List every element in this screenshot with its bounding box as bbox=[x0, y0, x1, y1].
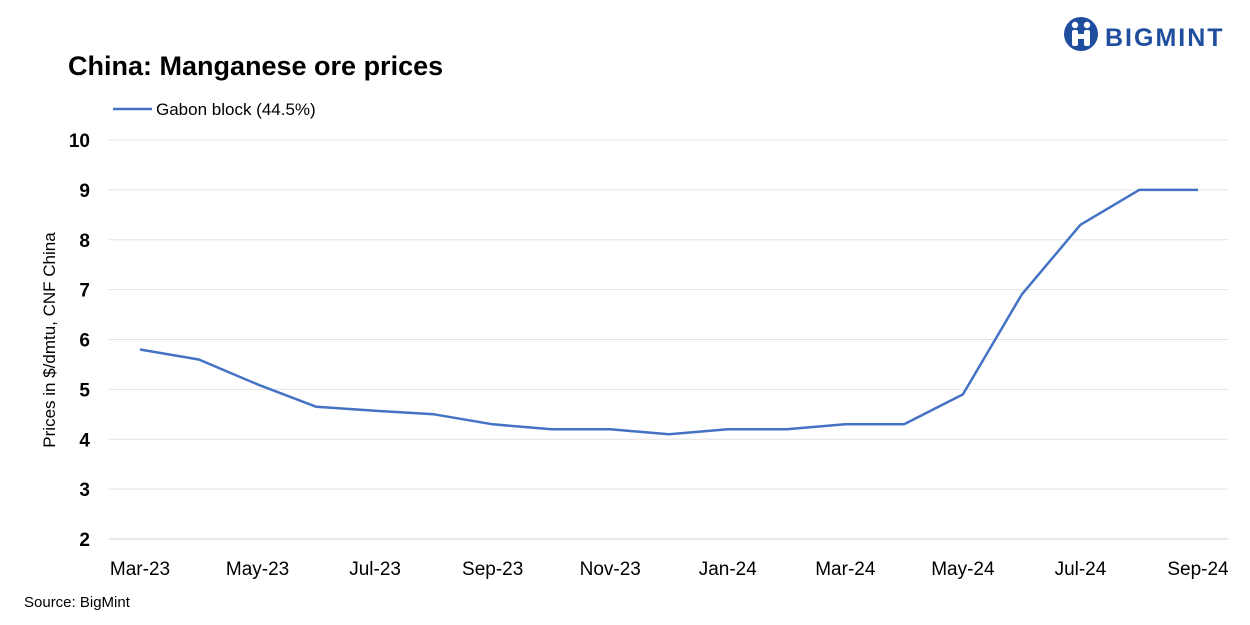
y-tick-label: 3 bbox=[79, 480, 90, 501]
chart-title: China: Manganese ore prices bbox=[68, 51, 443, 81]
x-tick-label: Mar-23 bbox=[110, 559, 170, 580]
legend-label: Gabon block (44.5%) bbox=[156, 100, 316, 119]
x-tick-label: Sep-23 bbox=[462, 559, 523, 580]
bigmint-logo-mark bbox=[1064, 17, 1098, 51]
bigmint-logo: BIGMINT bbox=[1064, 17, 1225, 52]
y-tick-label: 4 bbox=[79, 430, 90, 451]
x-tick-label: Jul-24 bbox=[1055, 559, 1107, 580]
y-tick-label: 5 bbox=[79, 380, 90, 401]
y-tick-label: 9 bbox=[79, 181, 90, 202]
series-group bbox=[139, 188, 1198, 436]
x-tick-label: Mar-24 bbox=[815, 559, 876, 580]
x-tick-label: May-24 bbox=[931, 559, 995, 580]
x-axis-ticks: Mar-23 May-23 Jul-23 Sep-23 Nov-23 Jan-24 Mar-… bbox=[110, 559, 1229, 580]
y-tick-label: 8 bbox=[79, 231, 90, 252]
x-tick-label: Jan-24 bbox=[699, 559, 758, 580]
y-tick-label: 6 bbox=[79, 331, 90, 352]
source-note: Source: BigMint bbox=[24, 594, 131, 611]
y-axis-ticks: 2 3 4 5 6 7 8 9 10 bbox=[69, 131, 91, 551]
y-axis-label: Prices in $/dmtu, CNF China bbox=[40, 232, 59, 448]
x-tick-label: May-23 bbox=[226, 559, 289, 580]
y-tick-label: 2 bbox=[79, 530, 90, 551]
x-tick-label: Nov-23 bbox=[580, 559, 641, 580]
bigmint-logo-text: BIGMINT bbox=[1105, 24, 1225, 52]
x-tick-label: Jul-23 bbox=[349, 559, 401, 580]
x-tick-label: Sep-24 bbox=[1167, 559, 1229, 580]
gridlines bbox=[109, 139, 1228, 540]
series-line bbox=[139, 188, 1198, 436]
y-tick-label: 10 bbox=[69, 131, 90, 152]
legend: Gabon block (44.5%) bbox=[113, 100, 316, 119]
y-tick-label: 7 bbox=[79, 281, 90, 302]
